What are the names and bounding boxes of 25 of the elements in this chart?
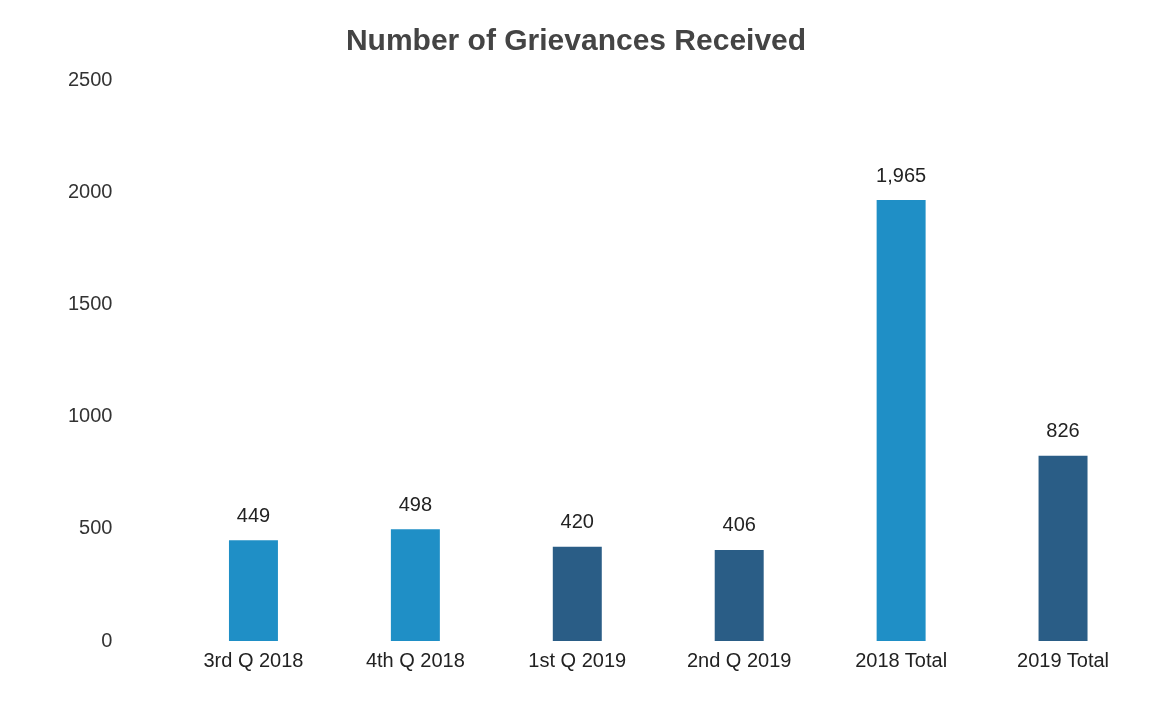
data-label: 826 <box>1046 419 1080 442</box>
bar <box>1038 455 1088 641</box>
data-label: 1,965 <box>876 163 927 186</box>
chart-title: Number of Grievances Received <box>345 23 807 57</box>
bar <box>552 546 602 641</box>
bar <box>390 529 440 641</box>
data-label: 406 <box>722 513 756 536</box>
data-label: 449 <box>236 503 271 526</box>
y-tick-label: 500 <box>79 516 113 539</box>
x-tick-label: 1st Q 2019 <box>528 648 627 671</box>
y-tick-label: 2500 <box>67 67 113 90</box>
x-tick-label: 3rd Q 2018 <box>203 648 304 671</box>
y-tick-label: 1500 <box>67 291 113 314</box>
x-tick-label: 2019 Total <box>1017 648 1110 671</box>
y-tick-label: 1000 <box>67 404 113 427</box>
data-label: 498 <box>398 492 433 515</box>
data-label: 420 <box>560 510 594 533</box>
y-tick-label: 0 <box>101 628 113 651</box>
bar <box>714 549 764 641</box>
bar <box>228 540 278 641</box>
x-tick-label: 2nd Q 2019 <box>686 648 792 671</box>
bar <box>876 200 926 641</box>
x-tick-label: 2018 Total <box>855 648 948 671</box>
y-tick-label: 2000 <box>67 179 113 202</box>
x-tick-label: 4th Q 2018 <box>365 648 465 671</box>
